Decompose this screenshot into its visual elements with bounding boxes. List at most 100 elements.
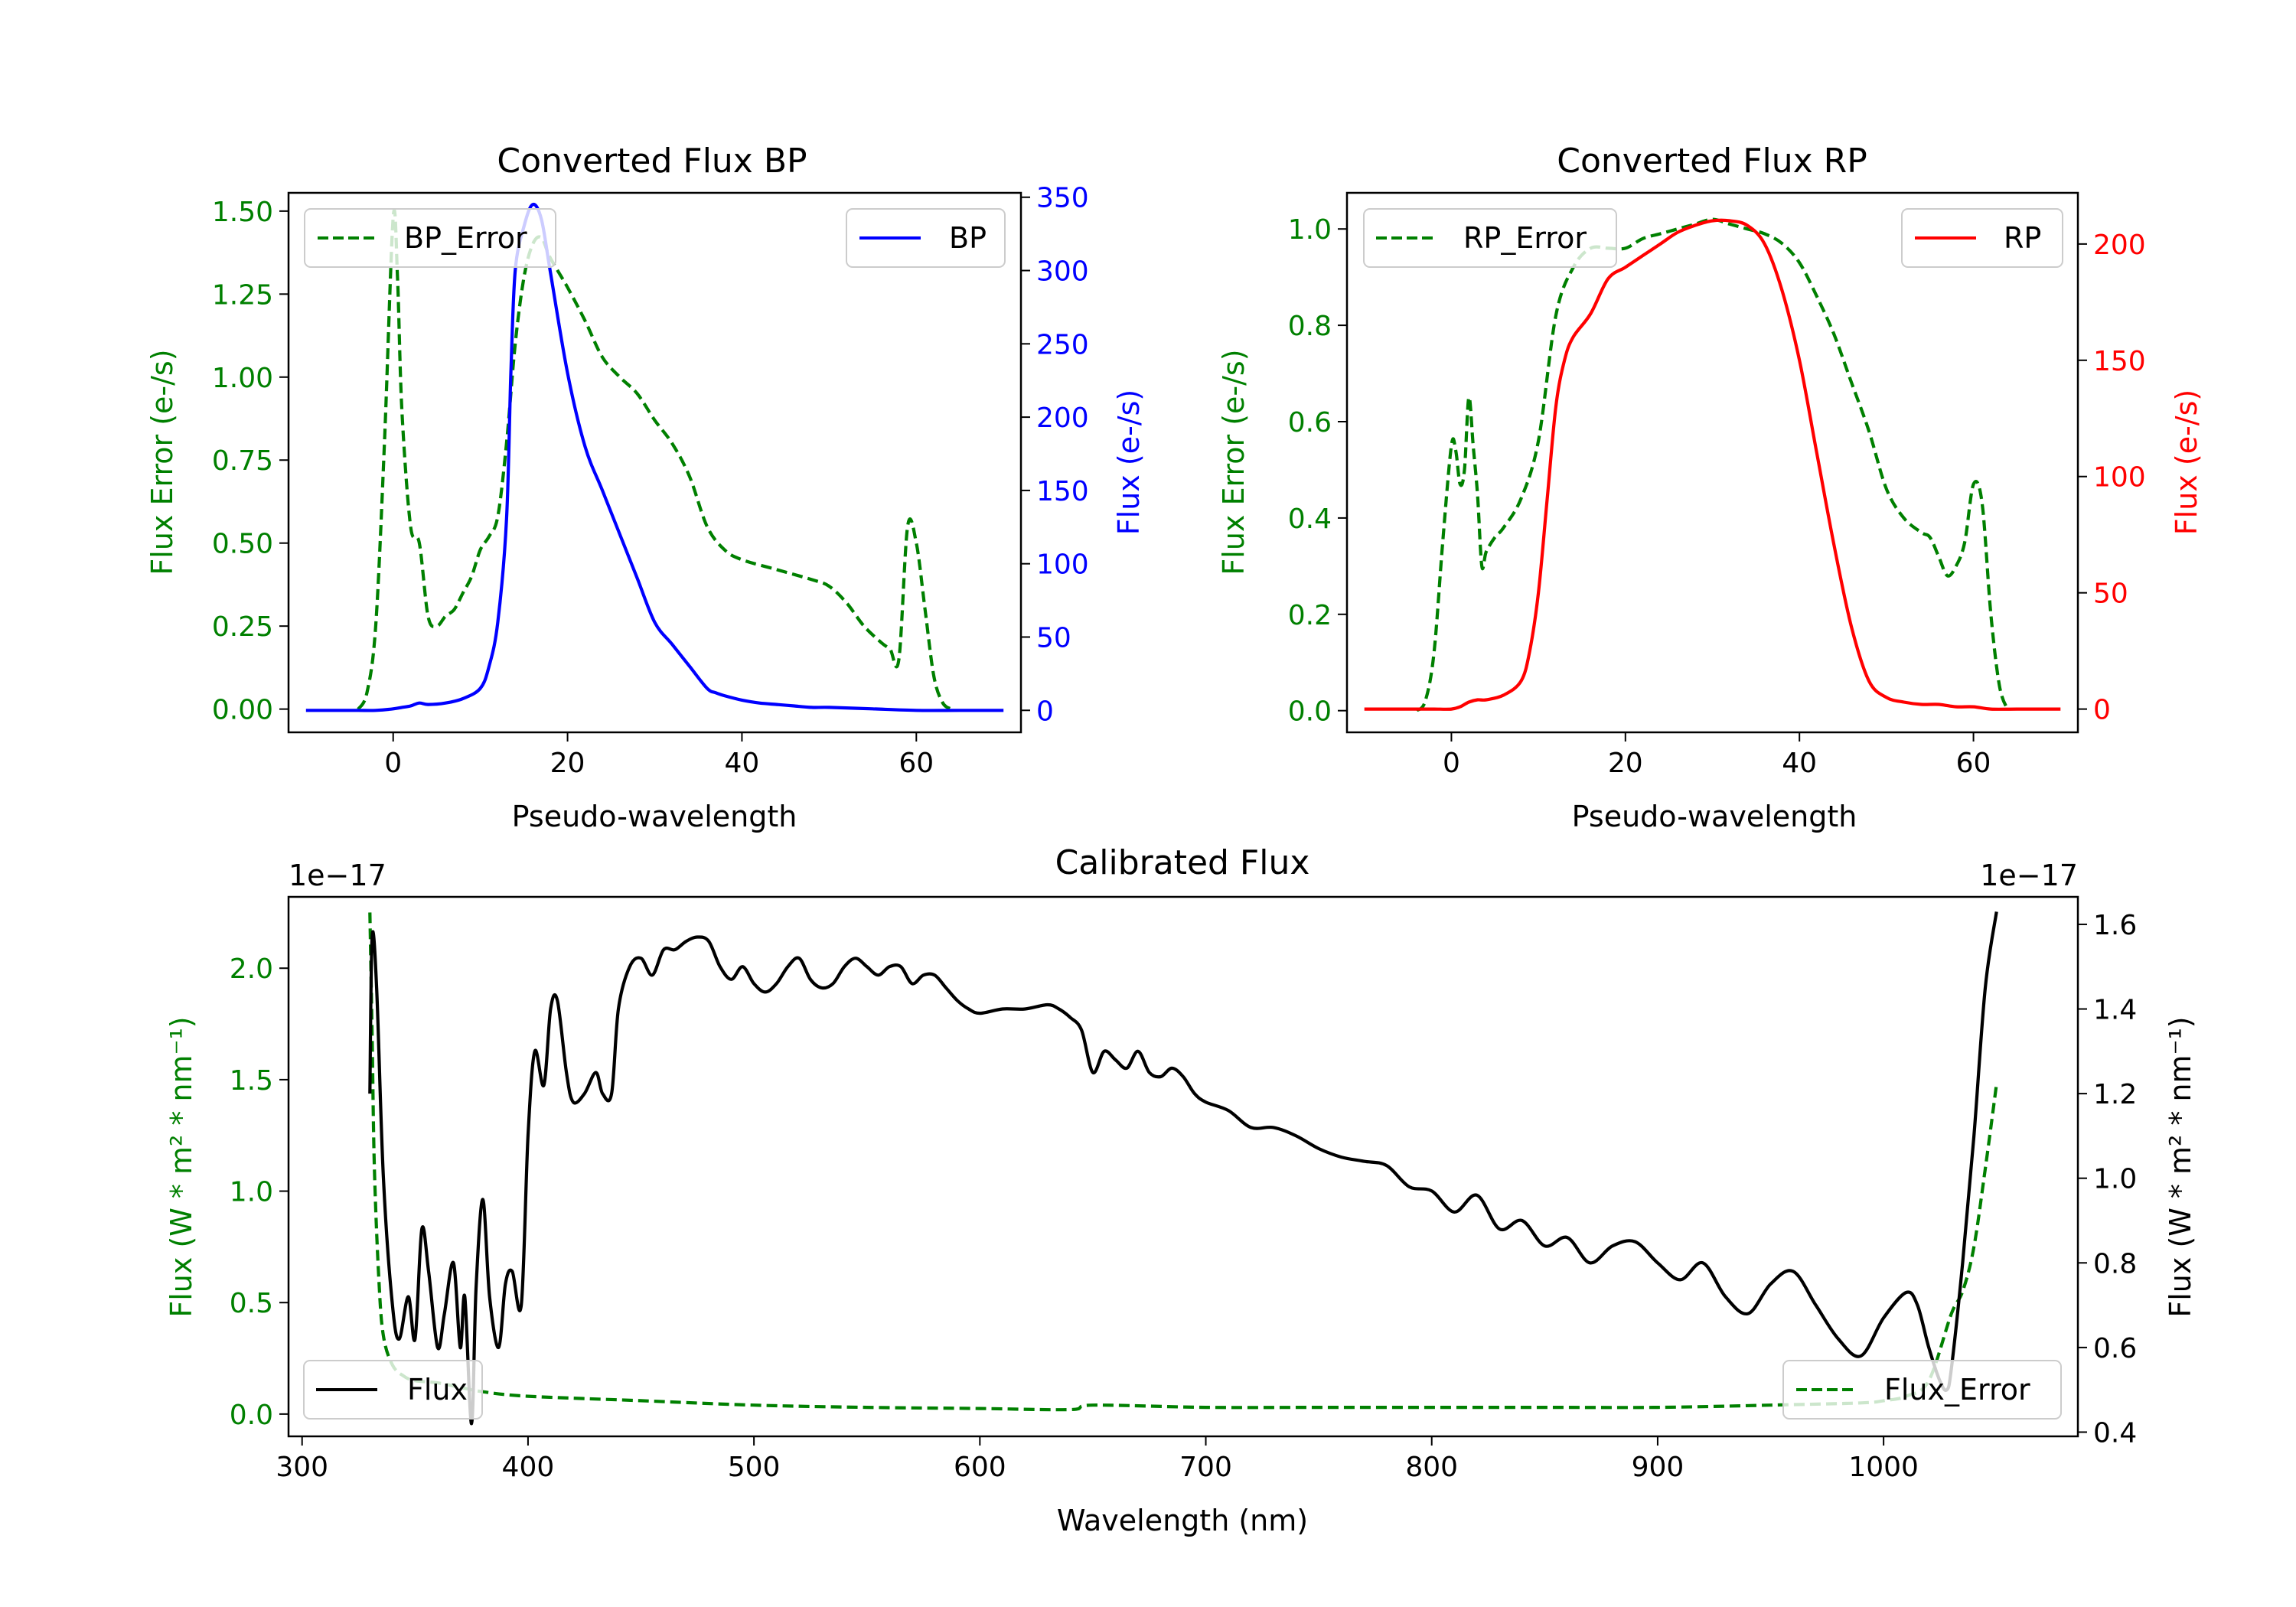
calibrated-title: Calibrated Flux [1055,843,1310,882]
bp-series-bp-error [357,208,953,711]
bp-ytick-right-label: 150 [1036,476,1089,507]
rp-panel: Converted Flux RP Pseudo-wavelength Flux… [1217,142,2203,833]
bp-ytick-left-label: 0.00 [212,695,273,726]
bp-ytick-right-label: 250 [1036,329,1089,360]
bp-legend-flux: BP [846,208,1006,268]
calibrated-xtick-label: 800 [1405,1452,1458,1483]
calibrated-ytick-right-label: 0.8 [2093,1248,2137,1279]
bp-legend-flux-box [846,208,1006,268]
rp-xtick-label: 20 [1608,748,1643,779]
rp-legend-error: RP_Error [1363,208,1617,268]
rp-ytick-left-label: 0.8 [1288,311,1332,342]
rp-ytick-right-label: 0 [2093,695,2111,726]
rp-legend-flux: RP [1901,208,2063,268]
calibrated-offset-left: 1e−17 [289,859,386,892]
bp-ytick-right-label: 50 [1036,622,1071,654]
calibrated-ytick-right-label: 1.2 [2093,1079,2137,1110]
calibrated-ylabel-left: Flux (W * m² * nm⁻¹) [165,1016,198,1317]
calibrated-offset-right: 1e−17 [1980,859,2078,892]
calibrated-xlabel: Wavelength (nm) [1057,1504,1308,1537]
rp-series-rp-error [1415,217,2010,712]
bp-xtick-label: 40 [725,748,760,779]
calibrated-ylabel-right: Flux (W * m² * nm⁻¹) [2164,1016,2197,1317]
rp-ylabel-left: Flux Error (e-/s) [1217,349,1251,575]
rp-ytick-left-label: 1.0 [1288,214,1332,246]
bp-ytick-right-label: 100 [1036,549,1089,581]
calibrated-ytick-right-label: 1.4 [2093,995,2137,1026]
rp-axes-frame [1345,191,2079,734]
rp-ytick-left-label: 0.4 [1288,504,1332,535]
calibrated-legend-flux-label: Flux [407,1373,468,1407]
calibrated-ytick-right-label: 0.6 [2093,1333,2137,1364]
bp-ytick-right-label: 200 [1036,403,1089,434]
bp-xtick-label: 0 [384,748,402,779]
calibrated-xtick-label: 700 [1179,1452,1232,1483]
bp-xtick-label: 20 [550,748,585,779]
calibrated-xtick-label: 300 [276,1452,328,1483]
calibrated-panel: Calibrated Flux 1e−17 1e−17 Wavelength (… [165,843,2197,1537]
rp-ytick-right-label: 100 [2093,462,2146,494]
calibrated-series-flux [368,911,1998,1426]
calibrated-xtick-label: 400 [502,1452,555,1483]
bp-plot-area [305,203,1004,712]
bp-ytick-left-label: 1.00 [212,363,273,394]
rp-xtick-label: 40 [1782,748,1817,779]
bp-xtick-label: 60 [899,748,934,779]
calibrated-legend-flux-box [303,1360,483,1420]
bp-axes-frame [287,191,1022,734]
rp-xlabel: Pseudo-wavelength [1572,800,1857,833]
calibrated-ytick-left-label: 0.0 [230,1400,273,1431]
calibrated-ytick-left-label: 1.0 [230,1177,273,1208]
bp-ytick-right-label: 300 [1036,256,1089,288]
bp-ytick-left-label: 0.50 [212,529,273,560]
rp-ytick-left-label: 0.6 [1288,407,1332,438]
rp-legend-error-label: RP_Error [1463,221,1587,255]
bp-ytick-left-label: 0.75 [212,445,273,477]
bp-ylabel-left: Flux Error (e-/s) [145,349,179,575]
rp-ylabel-right: Flux (e-/s) [2170,390,2203,535]
bp-ytick-left-label: 1.50 [212,197,273,228]
rp-ytick-right-label: 50 [2093,579,2128,610]
rp-legend-flux-label: RP [2004,221,2041,255]
rp-ytick-right-label: 150 [2093,346,2146,377]
calibrated-legend-error: Flux_Error [1782,1360,2062,1420]
calibrated-ytick-left-label: 2.0 [230,953,273,985]
rp-legend-flux-box [1901,208,2063,268]
calibrated-ytick-right-label: 1.0 [2093,1164,2137,1195]
rp-plot-area [1364,217,2061,712]
bp-xlabel: Pseudo-wavelength [512,800,797,833]
calibrated-ytick-left-label: 1.5 [230,1065,273,1097]
rp-title: Converted Flux RP [1557,142,1867,181]
rp-series-rp [1364,218,2061,711]
bp-ylabel-right: Flux (e-/s) [1112,390,1146,535]
calibrated-xtick-label: 900 [1632,1452,1684,1483]
rp-legend-error-box [1363,208,1617,268]
calibrated-ytick-right-label: 0.4 [2093,1417,2137,1449]
rp-xtick-label: 0 [1443,748,1460,779]
calibrated-legend-flux: Flux [303,1360,483,1420]
rp-xtick-label: 60 [1956,748,1991,779]
rp-ytick-right-label: 200 [2093,230,2146,261]
bp-ytick-right-label: 0 [1036,696,1054,727]
rp-ytick-left-label: 0.2 [1288,600,1332,631]
calibrated-xtick-label: 1000 [1848,1452,1919,1483]
calibrated-ytick-right-label: 1.6 [2093,910,2137,941]
bp-legend-error-label: BP_Error [404,221,527,255]
bp-title: Converted Flux BP [497,142,807,181]
bp-ytick-right-label: 350 [1036,183,1089,214]
bp-legend-flux-label: BP [949,221,987,255]
bp-legend-error: BP_Error [304,208,556,268]
bp-ytick-left-label: 1.25 [212,279,273,311]
bp-ytick-left-label: 0.25 [212,611,273,643]
calibrated-xtick-label: 600 [954,1452,1006,1483]
calibrated-axes-frame [287,895,2079,1438]
calibrated-legend-error-box [1782,1360,2062,1420]
bp-series-bp [305,203,1004,712]
rp-ytick-left-label: 0.0 [1288,696,1332,728]
calibrated-xtick-label: 500 [728,1452,781,1483]
bp-panel: Converted Flux BP Pseudo-wavelength Flux… [145,142,1146,833]
calibrated-ytick-left-label: 0.5 [230,1288,273,1319]
calibrated-legend-error-label: Flux_Error [1884,1373,2030,1407]
bp-legend-error-box [304,208,556,268]
